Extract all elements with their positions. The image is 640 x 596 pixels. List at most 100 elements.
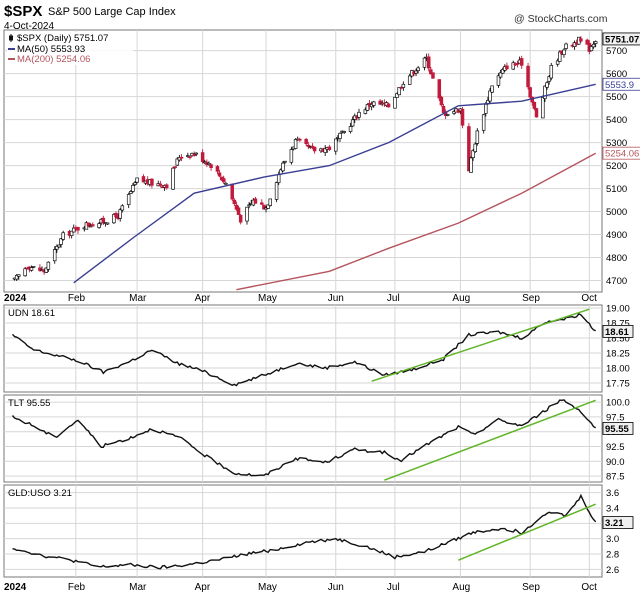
month-label-bottom: Jun [328, 582, 344, 593]
price-candle [338, 132, 342, 143]
price-candle [298, 137, 302, 142]
last-value-box [602, 77, 640, 91]
price-candle [543, 85, 547, 102]
candle-body-down [526, 65, 530, 88]
last-value-text: 5254.06 [605, 149, 639, 160]
price-candle [473, 142, 477, 153]
price-candle [232, 198, 237, 206]
legend-gld-uso: GLD:USO 3.21 [8, 488, 72, 499]
candle-body-up [397, 87, 401, 96]
candle-body-up [88, 225, 93, 228]
price-candle [562, 48, 566, 58]
price-candle [545, 81, 549, 90]
y-tick-label: 17.75 [606, 379, 630, 390]
candle-body-down [114, 212, 118, 218]
price-candle [44, 267, 49, 274]
symbol: $SPX [4, 3, 42, 20]
price-candle [224, 181, 228, 185]
candle-body-up [245, 206, 249, 222]
price-candle [31, 266, 36, 268]
candle-body-down [188, 156, 192, 158]
candle-body-down [439, 96, 444, 106]
month-label-top: Aug [452, 293, 470, 304]
price-candle [150, 178, 154, 189]
candle-body-up [488, 90, 492, 102]
candle-body-down [192, 154, 196, 156]
month-label-bottom: Jul [387, 582, 400, 593]
candle-body-down [534, 108, 539, 118]
candle-body-down [304, 138, 308, 145]
udn-panel-frame [3, 304, 603, 393]
month-label-top: Oct [581, 293, 597, 304]
candle-body-down [327, 146, 332, 151]
month-label-top: Jul [387, 293, 400, 304]
candle-body-down [306, 144, 311, 147]
candle-body-down [179, 156, 184, 159]
price-candle [534, 107, 539, 118]
price-candle [274, 181, 279, 203]
last-value-box [602, 146, 640, 160]
price-candle [416, 65, 420, 74]
price-candle [589, 44, 594, 52]
price-candle [572, 40, 577, 50]
candle-body-up [71, 227, 76, 233]
price-candle [236, 205, 241, 215]
candle-body-up [23, 268, 27, 277]
y-tick-label: 3.6 [606, 488, 619, 499]
price-candle [445, 114, 450, 117]
candle-body-down [298, 138, 302, 141]
month-label-bottom: Apr [195, 582, 211, 593]
price-candle [460, 107, 465, 129]
price-candle [173, 166, 177, 170]
candle-body-up [69, 230, 74, 237]
candle-body-up [338, 132, 342, 139]
price-candle [467, 123, 471, 172]
stockcharts-credit: @ StockCharts.com [514, 13, 608, 25]
candle-body-up [135, 177, 139, 183]
price-candle [118, 208, 122, 222]
candle-body-up [224, 183, 228, 185]
price-candle [55, 244, 59, 253]
y-tick-label: 4700 [606, 276, 627, 287]
month-label-top: Apr [195, 293, 211, 304]
candle-body-up [247, 204, 251, 207]
y-axis-ticks: 5700 5600 5500 5400 5300 5200 5100 5000 4900 4800… [606, 46, 630, 576]
year-label-bottom: 2024 [4, 582, 27, 593]
price-candle [105, 222, 110, 226]
price-candle [260, 199, 264, 205]
price-candle [234, 201, 239, 211]
candle-body-up [57, 244, 61, 248]
y-tick-label: 18.75 [606, 319, 630, 330]
price-candle [120, 204, 125, 213]
candle-body-up [562, 49, 566, 55]
candle-body-up [496, 75, 501, 86]
index-name: S&P 500 Large Cap Index [48, 6, 176, 18]
candle-body-up [266, 204, 270, 209]
candle-body-up [177, 157, 182, 161]
price-candle [200, 149, 205, 164]
price-candle [61, 230, 65, 241]
ma50-line [73, 83, 596, 284]
price-candle [395, 92, 399, 98]
month-label-top: Jun [328, 293, 344, 304]
month-label-top: Sep [522, 293, 540, 304]
candle-body-down [579, 38, 583, 42]
gld-uso-panel-frame [3, 484, 603, 578]
candle-body-down [515, 63, 520, 65]
trendline-3 [458, 503, 596, 561]
candle-body-up [422, 57, 427, 68]
candle-body-down [437, 79, 442, 99]
candle-body-down [217, 172, 222, 177]
candle-body-down [76, 226, 80, 231]
indicator-last-value-text: 3.21 [605, 518, 624, 529]
price-candle [71, 224, 76, 233]
price-candle [29, 265, 34, 272]
candle-body-down [238, 215, 243, 223]
candle-body-up [283, 160, 287, 163]
price-candle [526, 62, 530, 90]
candle-body-up [557, 51, 562, 62]
price-candle [171, 166, 175, 190]
candle-body-down [209, 164, 213, 169]
month-label-bottom: Sep [522, 582, 540, 593]
candle-body-down [260, 202, 264, 205]
